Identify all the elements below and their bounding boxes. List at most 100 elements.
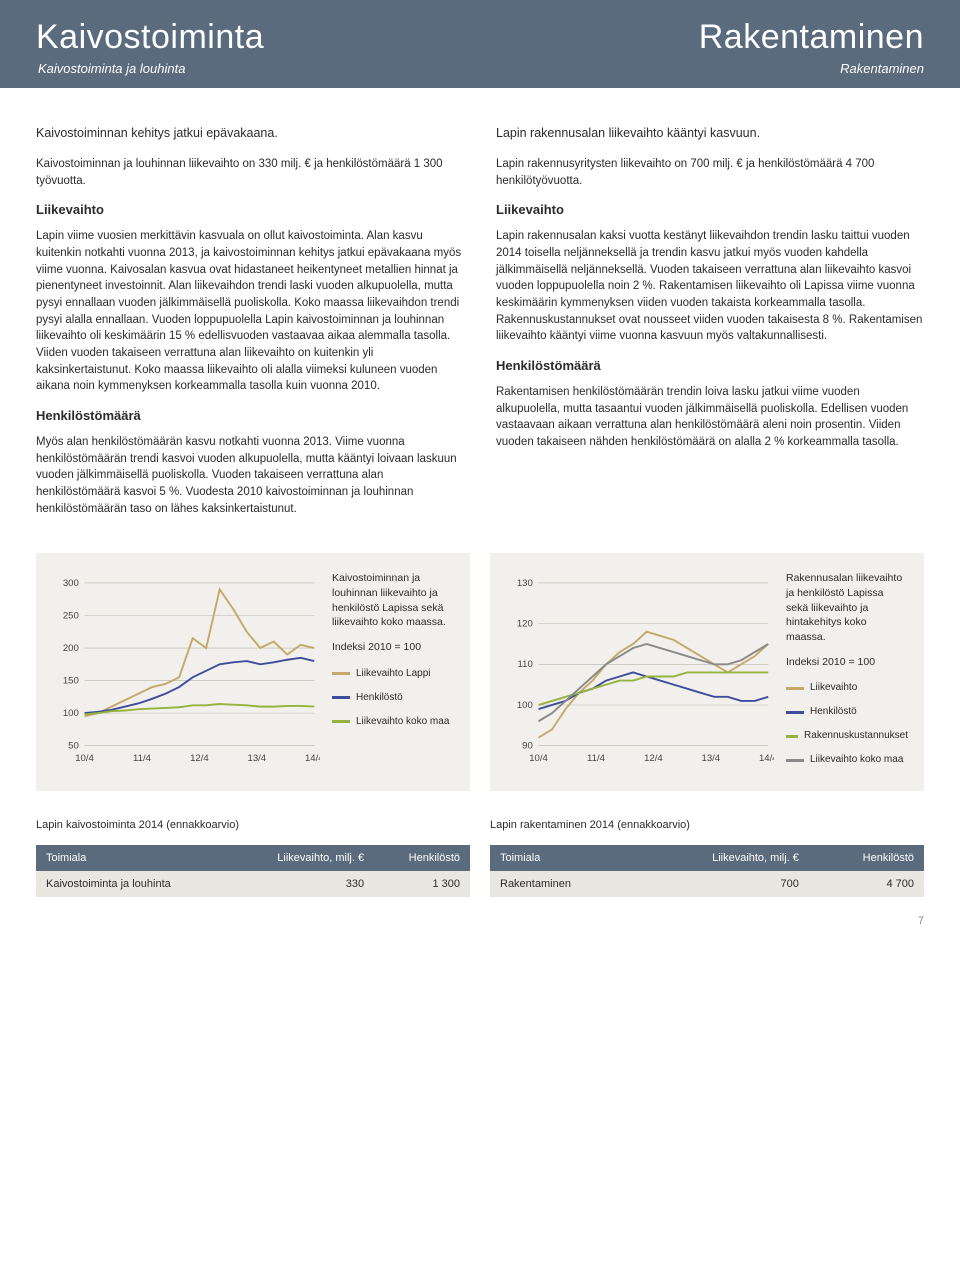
legend-swatch [786,759,804,762]
table-cell: Kaivostoiminta ja louhinta [36,871,231,897]
left-p1: Lapin viime vuosien merkittävin kasvuala… [36,228,464,395]
chart1-note: Indeksi 2010 = 100 [332,640,454,655]
legend-label: Liikevaihto koko maa [356,715,449,729]
table-cell: Rakentaminen [490,871,637,897]
legend-item: Liikevaihto [786,681,908,695]
svg-text:10/4: 10/4 [529,753,548,764]
svg-text:100: 100 [63,708,79,719]
chart2-side: Rakennusalan liikevaihto ja henkilöstö L… [786,571,908,777]
chart-card-2: 9010011012013010/411/412/413/414/4 Raken… [490,553,924,791]
legend-swatch [332,672,350,675]
right-p2: Rakentamisen henkilöstömäärän trendin lo… [496,384,924,451]
svg-text:130: 130 [517,578,533,589]
header-right-title: Rakentaminen [516,18,924,57]
left-column: Kaivostoiminnan kehitys jatkui epävakaan… [36,124,464,529]
table-header-cell: Henkilöstö [374,845,470,871]
left-lead: Kaivostoiminnan kehitys jatkui epävakaan… [36,124,464,142]
table-row: Rakentaminen7004 700 [490,871,924,897]
legend-swatch [786,687,804,690]
table2-block: Lapin rakentaminen 2014 (ennakkoarvio) T… [490,819,924,897]
legend-item: Liikevaihto koko maa [332,715,454,729]
legend-label: Liikevaihto [810,681,857,695]
header-right-sub: Rakentaminen [516,61,924,76]
chart-card-1: 5010015020025030010/411/412/413/414/4 Ka… [36,553,470,791]
svg-text:14/4: 14/4 [305,753,320,764]
header-left: Kaivostoiminta Kaivostoiminta ja louhint… [0,0,480,88]
header-left-title: Kaivostoiminta [36,18,444,57]
right-h2: Henkilöstömäärä [496,357,924,376]
left-h2: Henkilöstömäärä [36,407,464,426]
table1-title: Lapin kaivostoiminta 2014 (ennakkoarvio) [36,819,470,831]
chart2-svg: 9010011012013010/411/412/413/414/4 [506,571,774,771]
table-header-row: ToimialaLiikevaihto, milj. €Henkilöstö [490,845,924,871]
chart1-title: Kaivostoiminnan ja louhinnan liikevaihto… [332,571,454,630]
svg-text:200: 200 [63,643,79,654]
legend-label: Henkilöstö [810,705,857,719]
svg-text:150: 150 [63,676,79,687]
legend-item: Liikevaihto koko maa [786,753,908,767]
right-intro: Lapin rakennusyritysten liikevaihto on 7… [496,156,924,189]
table-header-cell: Henkilöstö [809,845,924,871]
svg-text:250: 250 [63,611,79,622]
legend-swatch [332,720,350,723]
table1: ToimialaLiikevaihto, milj. €Henkilöstö K… [36,845,470,897]
svg-text:11/4: 11/4 [133,753,152,764]
chart1-svg: 5010015020025030010/411/412/413/414/4 [52,571,320,771]
left-intro: Kaivostoiminnan ja louhinnan liikevaihto… [36,156,464,189]
svg-text:12/4: 12/4 [644,753,663,764]
svg-text:14/4: 14/4 [759,753,774,764]
svg-text:11/4: 11/4 [587,753,606,764]
legend-label: Liikevaihto koko maa [810,753,903,767]
table2: ToimialaLiikevaihto, milj. €Henkilöstö R… [490,845,924,897]
table-cell: 1 300 [374,871,470,897]
svg-text:13/4: 13/4 [702,753,721,764]
svg-text:120: 120 [517,619,533,630]
svg-text:50: 50 [68,741,79,752]
chart1-legend: Liikevaihto Lappi Henkilöstö Liikevaihto k… [332,667,454,729]
header-right: Rakentaminen Rakentaminen [480,0,960,88]
chart2-legend: Liikevaihto Henkilöstö Rakennuskustannukse… [786,681,908,767]
legend-label: Rakennuskustannukset [804,729,908,743]
legend-swatch [786,711,804,714]
table1-block: Lapin kaivostoiminta 2014 (ennakkoarvio)… [36,819,470,897]
left-h1: Liikevaihto [36,201,464,220]
chart2-title: Rakennusalan liikevaihto ja henkilöstö L… [786,571,908,644]
table-body: Kaivostoiminta ja louhinta3301 300 [36,871,470,897]
table-row: Kaivostoiminta ja louhinta3301 300 [36,871,470,897]
header-left-sub: Kaivostoiminta ja louhinta [38,61,444,76]
svg-text:12/4: 12/4 [190,753,209,764]
table-header-cell: Toimiala [490,845,637,871]
table-header-cell: Liikevaihto, milj. € [637,845,809,871]
tables-row: Lapin kaivostoiminta 2014 (ennakkoarvio)… [0,819,960,915]
header-band: Kaivostoiminta Kaivostoiminta ja louhint… [0,0,960,88]
table-header-cell: Toimiala [36,845,231,871]
table-body: Rakentaminen7004 700 [490,871,924,897]
table-cell: 700 [637,871,809,897]
svg-text:10/4: 10/4 [75,753,94,764]
legend-item: Henkilöstö [332,691,454,705]
legend-label: Liikevaihto Lappi [356,667,431,681]
charts-row: 50 100 150 200 250 300 10/4 11/4 12/4 13/4 14/4 Ka… [0,553,960,819]
chart2-note: Indeksi 2010 = 100 [786,655,908,670]
legend-item: Liikevaihto Lappi [332,667,454,681]
legend-label: Henkilöstö [356,691,403,705]
chart2-area: 9010011012013010/411/412/413/414/4 [506,571,774,777]
svg-text:110: 110 [518,659,533,670]
chart1-side: Kaivostoiminnan ja louhinnan liikevaihto… [332,571,454,777]
table-header-row: ToimialaLiikevaihto, milj. €Henkilöstö [36,845,470,871]
table-header-cell: Liikevaihto, milj. € [231,845,375,871]
chart1-area: 5010015020025030010/411/412/413/414/4 [52,571,320,777]
table-cell: 4 700 [809,871,924,897]
left-p2: Myös alan henkilöstömäärän kasvu notkaht… [36,434,464,517]
svg-text:100: 100 [517,700,533,711]
right-column: Lapin rakennusalan liikevaihto kääntyi k… [496,124,924,529]
text-columns: Kaivostoiminnan kehitys jatkui epävakaan… [0,88,960,553]
page-number: 7 [0,915,960,945]
svg-text:300: 300 [63,578,79,589]
legend-swatch [332,696,350,699]
legend-swatch [786,735,798,738]
legend-item: Henkilöstö [786,705,908,719]
legend-item: Rakennuskustannukset [786,729,908,743]
table2-title: Lapin rakentaminen 2014 (ennakkoarvio) [490,819,924,831]
table-cell: 330 [231,871,375,897]
